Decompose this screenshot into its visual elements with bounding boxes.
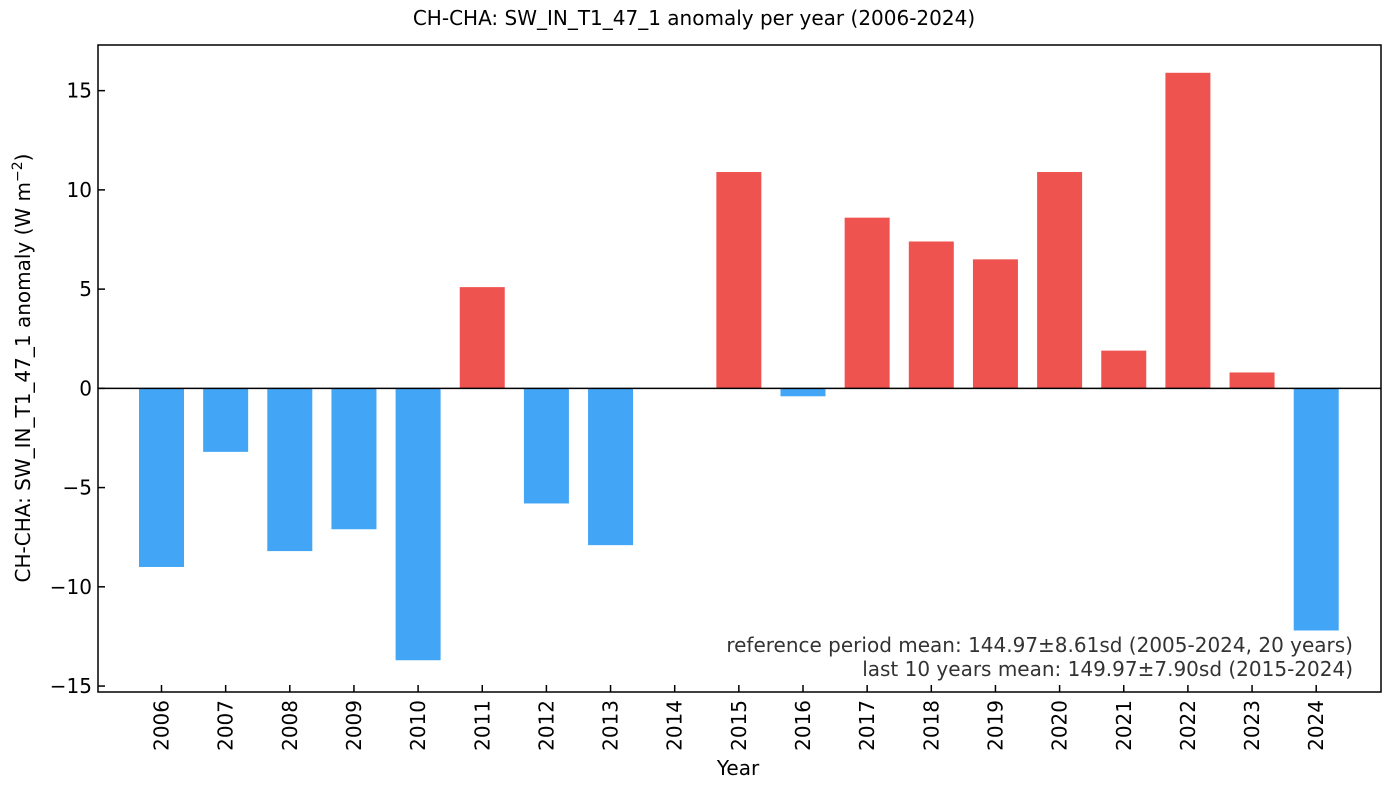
x-tick-label-2011: 2011 — [470, 700, 494, 751]
bar-2007 — [203, 388, 249, 452]
bar-2023 — [1229, 372, 1275, 389]
bar-2017 — [844, 217, 890, 389]
x-tick-label-2018: 2018 — [919, 700, 943, 751]
bar-2009 — [331, 388, 377, 530]
x-tick-label-2006: 2006 — [150, 700, 174, 751]
bar-2015 — [716, 172, 762, 389]
x-axis-ticks: 2006 2007 2008 2009 2010 2011 2012 2013 2014 2015… — [150, 685, 1328, 751]
last-10-years-mean-annotation: last 10 years mean: 149.97±7.90sd (2015-… — [862, 657, 1353, 681]
bar-2019 — [972, 259, 1018, 389]
plot-frame — [97, 44, 1382, 693]
bar-2024 — [1293, 388, 1339, 631]
bar-2010 — [395, 388, 441, 661]
x-tick-label-2010: 2010 — [406, 700, 430, 751]
x-tick-label-2015: 2015 — [727, 700, 751, 751]
x-tick-label-2022: 2022 — [1176, 700, 1200, 751]
x-tick-label-2024: 2024 — [1304, 700, 1328, 751]
bar-2022 — [1165, 72, 1211, 389]
bar-2011 — [459, 287, 505, 389]
y-axis-ticks: −15 −10 −5 0 5 10 15 — [50, 79, 105, 698]
x-tick-label-2021: 2021 — [1112, 700, 1136, 751]
x-tick-label-2008: 2008 — [278, 700, 302, 751]
reference-mean-annotation: reference period mean: 144.97±8.61sd (20… — [726, 633, 1353, 657]
x-tick-label-2009: 2009 — [342, 700, 366, 751]
bar-2013 — [588, 388, 634, 546]
bar-2008 — [267, 388, 313, 552]
bar-2016 — [780, 388, 826, 397]
x-tick-label-2012: 2012 — [534, 700, 558, 751]
bar-2006 — [139, 388, 184, 567]
y-tick-label: −15 — [50, 674, 92, 698]
x-tick-label-2019: 2019 — [983, 700, 1007, 751]
bar-2018 — [908, 241, 954, 389]
bar-2020 — [1037, 172, 1083, 389]
y-tick-label: 10 — [67, 178, 92, 202]
y-tick-label: −5 — [63, 476, 92, 500]
x-tick-label-2020: 2020 — [1048, 700, 1072, 751]
y-tick-label: −10 — [50, 575, 92, 599]
y-axis-label: CH-CHA: SW_IN_T1_47_1 anomaly (W m−2) — [10, 154, 35, 583]
bars-group — [139, 72, 1339, 661]
y-tick-label: 0 — [79, 376, 92, 400]
bar-2021 — [1101, 350, 1147, 389]
x-tick-label-2023: 2023 — [1240, 700, 1264, 751]
x-tick-label-2007: 2007 — [214, 700, 238, 751]
chart-title: CH-CHA: SW_IN_T1_47_1 anomaly per year (… — [413, 6, 975, 30]
x-axis-label: Year — [716, 756, 760, 780]
x-tick-label-2014: 2014 — [663, 700, 687, 751]
y-tick-label: 15 — [67, 79, 92, 103]
x-tick-label-2017: 2017 — [855, 700, 879, 751]
bar-2012 — [523, 388, 569, 504]
x-tick-label-2013: 2013 — [599, 700, 623, 751]
x-tick-label-2016: 2016 — [791, 700, 815, 751]
y-tick-label: 5 — [79, 277, 92, 301]
